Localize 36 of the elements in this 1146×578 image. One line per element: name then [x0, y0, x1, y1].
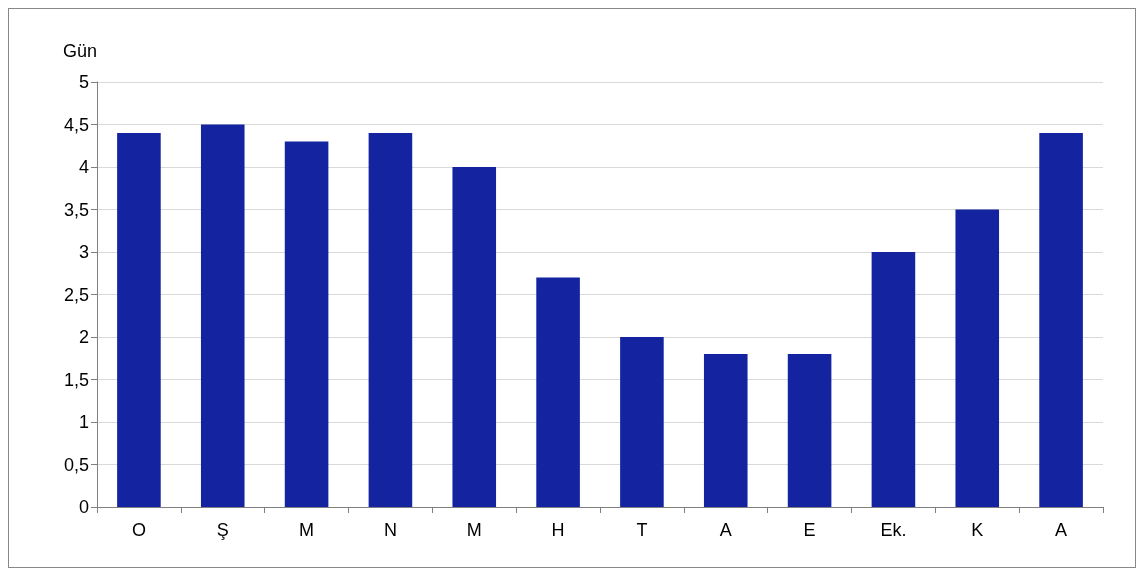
bar	[1039, 133, 1083, 507]
y-axis-title: Gün	[62, 41, 97, 61]
bar	[787, 354, 832, 507]
x-tick-label: A	[719, 520, 732, 540]
y-tick-label: 2	[78, 327, 89, 347]
x-tick-label: E	[803, 520, 816, 540]
bar	[368, 133, 413, 507]
x-tick-label: Ek.	[880, 520, 907, 540]
x-tick-label: N	[383, 520, 397, 540]
y-tick-label: 1	[78, 412, 89, 432]
bar	[536, 277, 580, 507]
x-tick-label: A	[1055, 520, 1068, 540]
x-tick-label: O	[131, 520, 146, 540]
y-tick-label: 0	[78, 497, 89, 517]
y-tick-label: 1,5	[63, 369, 89, 390]
bar	[284, 141, 329, 507]
bar	[871, 252, 916, 507]
bar	[955, 209, 1000, 507]
x-tick-label: T	[636, 520, 648, 540]
bar	[200, 124, 245, 507]
x-tick-label: H	[551, 520, 565, 540]
y-tick-label: 2,5	[63, 284, 89, 305]
bar	[620, 337, 664, 507]
y-tick-label: 3	[78, 242, 89, 262]
bar	[452, 167, 497, 507]
x-tick-label: M	[466, 520, 482, 540]
y-tick-label: 4,5	[63, 114, 89, 135]
x-tick-label: K	[971, 520, 984, 540]
bar	[703, 354, 748, 507]
x-tick-label: Ş	[216, 520, 229, 540]
x-tick-label: M	[299, 520, 315, 540]
y-tick-label: 5	[78, 72, 89, 92]
y-tick-label: 4	[78, 157, 89, 177]
y-tick-label: 3,5	[63, 199, 89, 220]
y-tick-label: 0,5	[63, 454, 89, 475]
bar	[117, 133, 161, 507]
